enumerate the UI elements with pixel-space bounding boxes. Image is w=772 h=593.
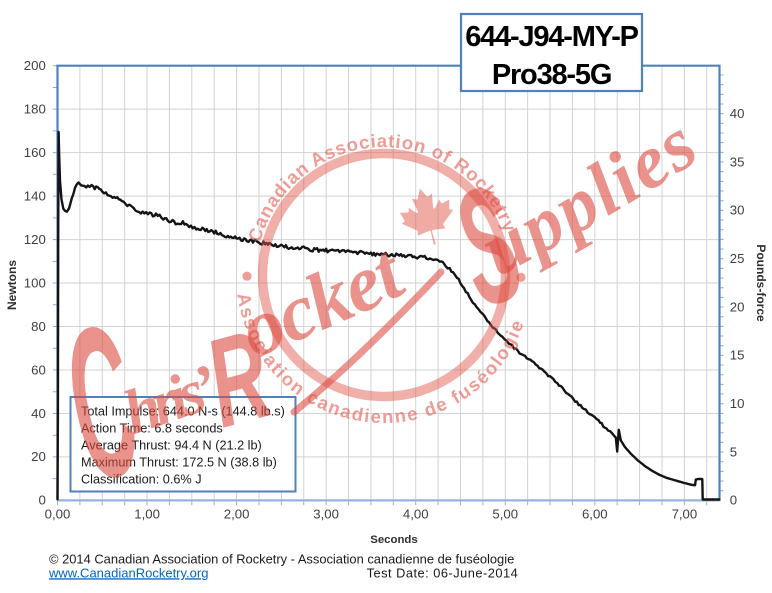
svg-text:200: 200 bbox=[24, 58, 46, 73]
svg-text:6,00: 6,00 bbox=[582, 506, 608, 521]
svg-text:30: 30 bbox=[730, 203, 745, 218]
svg-text:20: 20 bbox=[730, 299, 745, 314]
svg-text:15: 15 bbox=[730, 348, 745, 363]
svg-text:5,00: 5,00 bbox=[492, 506, 518, 521]
svg-text:40: 40 bbox=[31, 406, 46, 421]
svg-text:Test Date: 06-June-2014: Test Date: 06-June-2014 bbox=[367, 565, 519, 580]
svg-text:Maximum Thrust: 172.5 N (38.8: Maximum Thrust: 172.5 N (38.8 lb) bbox=[81, 456, 277, 470]
svg-text:2,00: 2,00 bbox=[224, 506, 250, 521]
svg-text:© 2014 Canadian Association of: © 2014 Canadian Association of Rocketry … bbox=[49, 552, 514, 567]
svg-text:80: 80 bbox=[31, 319, 46, 334]
svg-text:4,00: 4,00 bbox=[403, 506, 429, 521]
svg-text:0: 0 bbox=[38, 493, 45, 508]
svg-text:35: 35 bbox=[730, 154, 745, 169]
svg-text:5: 5 bbox=[730, 444, 737, 459]
svg-text:100: 100 bbox=[24, 275, 46, 290]
svg-text:0: 0 bbox=[730, 493, 737, 508]
svg-text:Newtons: Newtons bbox=[5, 260, 19, 310]
svg-text:Total Impulse: 644.0 N-s (144.: Total Impulse: 644.0 N-s (144.8 lb.s) bbox=[81, 405, 285, 419]
svg-text:Classification: 0.6% J: Classification: 0.6% J bbox=[81, 473, 202, 487]
svg-text:Action Time: 6.8 seconds: Action Time: 6.8 seconds bbox=[81, 422, 223, 436]
svg-text:3,00: 3,00 bbox=[313, 506, 339, 521]
svg-text:www.CanadianRocketry.org: www.CanadianRocketry.org bbox=[48, 565, 208, 580]
svg-text:60: 60 bbox=[31, 362, 46, 377]
svg-text:7,00: 7,00 bbox=[672, 506, 698, 521]
svg-text:25: 25 bbox=[730, 251, 745, 266]
svg-text:1,00: 1,00 bbox=[134, 506, 160, 521]
svg-text:0,00: 0,00 bbox=[45, 506, 71, 521]
svg-text:10: 10 bbox=[730, 396, 745, 411]
svg-text:Seconds: Seconds bbox=[370, 534, 417, 546]
svg-text:140: 140 bbox=[24, 188, 46, 203]
svg-text:120: 120 bbox=[24, 232, 46, 247]
svg-text:644-J94-MY-P: 644-J94-MY-P bbox=[465, 21, 638, 53]
svg-text:Pounds-force: Pounds-force bbox=[754, 244, 768, 322]
svg-text:Pro38-5G: Pro38-5G bbox=[492, 59, 611, 91]
svg-text:20: 20 bbox=[31, 449, 46, 464]
svg-text:40: 40 bbox=[730, 106, 745, 121]
svg-text:160: 160 bbox=[24, 145, 46, 160]
svg-text:Average Thrust: 94.4 N (21.2 l: Average Thrust: 94.4 N (21.2 lb) bbox=[81, 439, 262, 453]
svg-text:180: 180 bbox=[24, 102, 46, 117]
